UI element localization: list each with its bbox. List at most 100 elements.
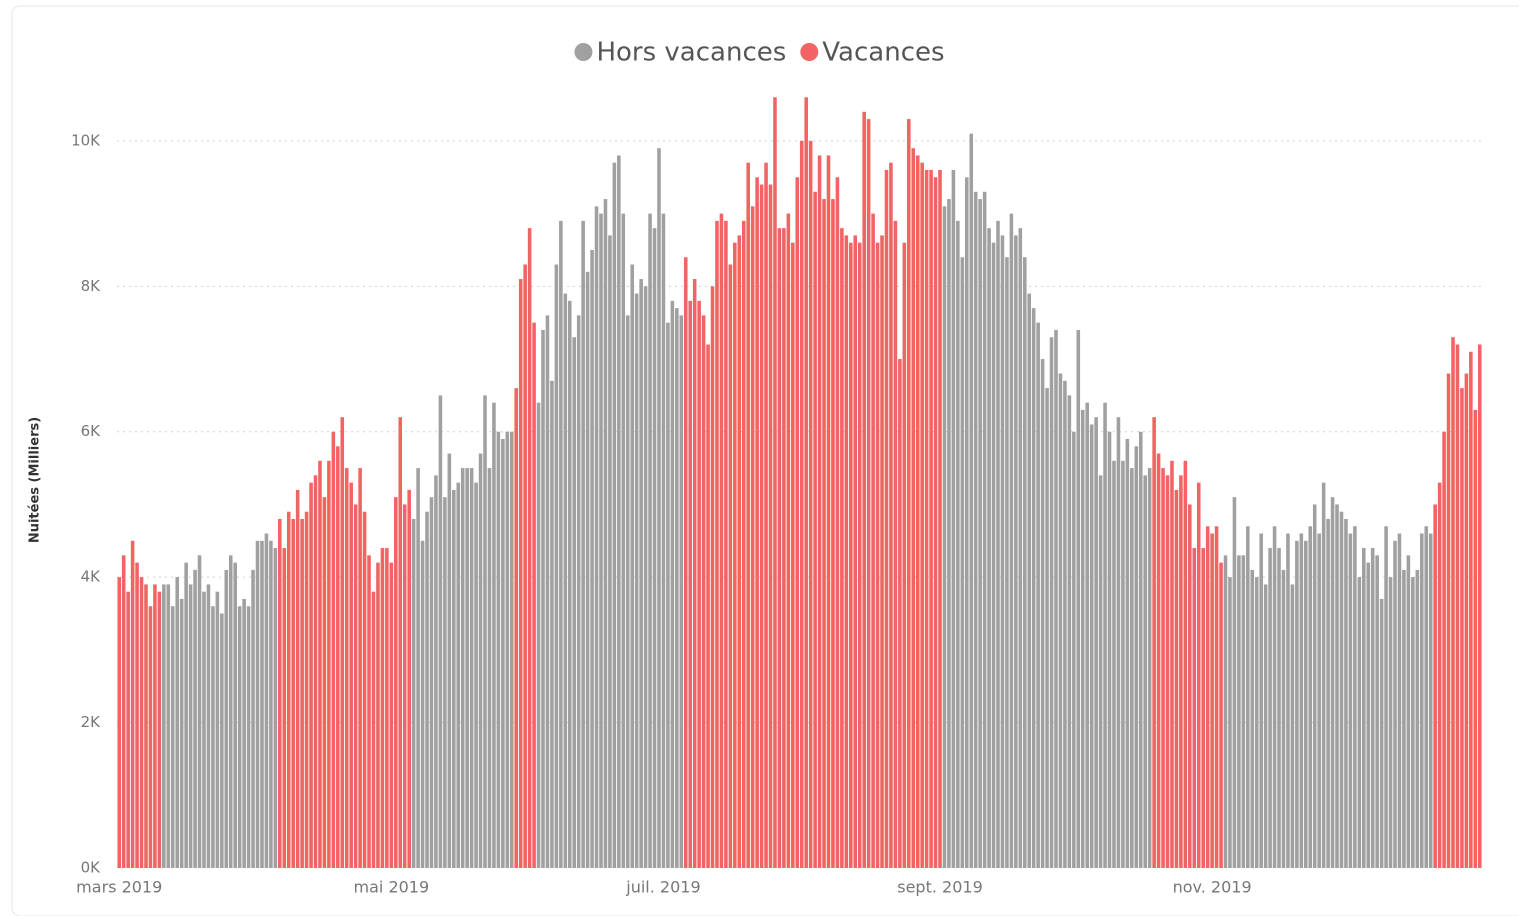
bar [353, 504, 358, 868]
bar [795, 177, 800, 869]
bar [483, 395, 487, 868]
bar [1201, 548, 1205, 868]
bar [1094, 417, 1098, 868]
bar [1397, 533, 1402, 868]
bar [385, 548, 389, 868]
bar [1214, 526, 1219, 868]
bar [559, 220, 563, 868]
bar [1005, 257, 1009, 868]
bar [206, 584, 211, 868]
bar [251, 569, 255, 868]
bar [1384, 526, 1388, 868]
bar [1375, 555, 1379, 868]
bar [536, 402, 541, 868]
bar [563, 293, 568, 869]
bar [411, 518, 416, 868]
x-tick-label: mai 2019 [354, 878, 430, 897]
bar [313, 475, 318, 868]
x-tick-label: mars 2019 [76, 878, 162, 897]
bar [371, 591, 376, 868]
bar [1022, 257, 1027, 868]
bar [880, 235, 884, 869]
bar [1442, 431, 1446, 868]
bar [1130, 468, 1134, 868]
bar [1335, 504, 1339, 868]
bar [1107, 431, 1112, 868]
bar [1272, 526, 1277, 868]
bar [639, 279, 643, 868]
bar [1000, 235, 1005, 869]
bar [309, 482, 313, 868]
bar [153, 584, 157, 868]
bar [951, 169, 956, 868]
bar [246, 606, 251, 868]
bar [260, 540, 264, 868]
y-tick-label: 6K [81, 422, 102, 440]
bar [608, 235, 612, 869]
bar [1085, 402, 1090, 868]
bar [1223, 555, 1228, 868]
bar [902, 242, 907, 868]
bar [764, 162, 768, 869]
bar [273, 548, 278, 868]
bar [920, 162, 924, 869]
bar [791, 242, 795, 868]
bar [679, 315, 684, 868]
bar [1031, 308, 1036, 868]
bar [599, 213, 603, 868]
x-tick-label: nov. 2019 [1173, 878, 1252, 897]
bar [170, 606, 175, 868]
bar [1290, 584, 1295, 868]
bar [1308, 526, 1313, 868]
bar [1036, 322, 1040, 869]
bar [996, 220, 1000, 868]
bar [269, 540, 273, 868]
bar [474, 482, 478, 868]
bar [991, 242, 996, 868]
bar [862, 111, 866, 868]
bar [456, 482, 461, 868]
bar [1433, 504, 1437, 868]
bar [755, 177, 759, 869]
bar [728, 264, 733, 869]
bar [541, 329, 545, 868]
bar [505, 431, 510, 868]
bar [527, 228, 532, 868]
bar [1165, 475, 1170, 868]
bar [782, 228, 786, 868]
bar [304, 511, 309, 868]
bar [835, 177, 840, 869]
bar [398, 417, 403, 868]
bar [1277, 548, 1281, 868]
bar [550, 380, 554, 868]
bar [1246, 526, 1250, 868]
bar [358, 468, 362, 868]
bar [1406, 555, 1411, 868]
bar [724, 220, 728, 868]
bar [318, 460, 322, 868]
bar [425, 511, 429, 868]
bar [1188, 504, 1192, 868]
bar [242, 598, 246, 868]
bar [969, 133, 974, 869]
bar [126, 591, 130, 868]
bar [813, 191, 817, 869]
legend-label: Hors vacances [596, 38, 786, 68]
bar [188, 584, 193, 868]
bar [1045, 388, 1049, 868]
bar [1357, 577, 1362, 868]
bar [1018, 228, 1023, 868]
bar [1419, 533, 1424, 868]
bar [1210, 533, 1214, 868]
bar [1112, 460, 1116, 868]
bar [148, 606, 153, 868]
bar [634, 293, 639, 869]
bar [349, 482, 353, 868]
bar [1014, 235, 1018, 869]
bar [1451, 337, 1455, 868]
bar [759, 184, 764, 868]
bar [849, 242, 853, 868]
bar [228, 555, 233, 868]
bar [1393, 540, 1397, 868]
